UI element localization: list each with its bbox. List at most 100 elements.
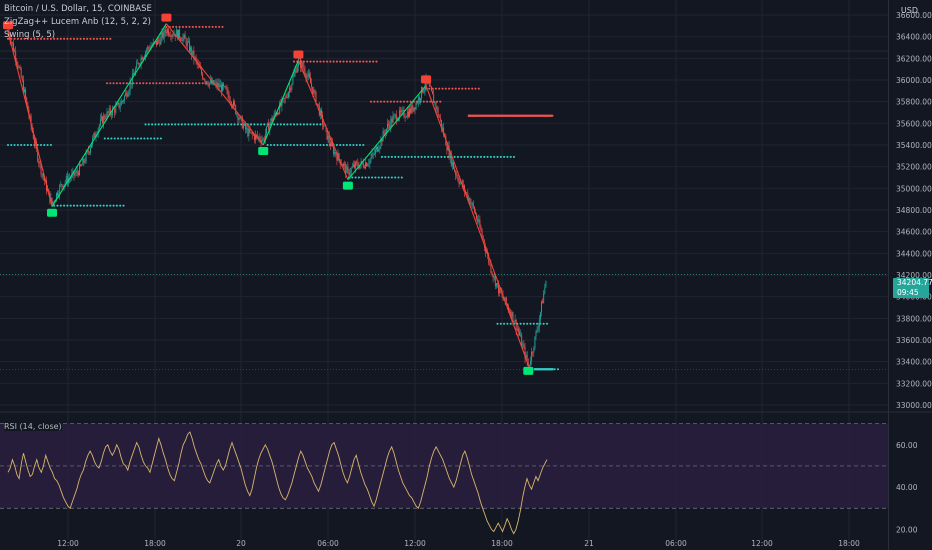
candle-body — [391, 118, 393, 123]
candle-body — [305, 74, 307, 78]
candle-body — [313, 90, 315, 94]
candle-body — [280, 102, 282, 107]
candle-body — [118, 102, 120, 108]
candle-body — [455, 171, 457, 176]
candle-body — [80, 164, 82, 166]
swing-dot — [448, 87, 451, 90]
swing-dot — [122, 204, 125, 207]
time-tick-label: 12:00 — [404, 539, 426, 548]
candle-body — [135, 68, 137, 75]
candle-body — [13, 43, 14, 51]
candle-body — [19, 66, 21, 69]
legend-swing-indicator[interactable]: Swing (5, 5) — [4, 30, 56, 40]
swing-dot — [402, 100, 406, 103]
rsi-tick-label: 40.00 — [896, 483, 918, 492]
candle-body — [488, 254, 490, 263]
candle-body — [521, 334, 523, 346]
candle-body — [216, 82, 218, 87]
candle-body — [234, 101, 236, 106]
candle-body — [190, 47, 192, 52]
swing-dot — [496, 322, 499, 325]
candle-body — [262, 138, 264, 140]
time-axis[interactable]: 12:00 18:00 20 06:00 12:00 18:00 21 06:00 12:00 1… — [57, 539, 860, 548]
candle-body — [478, 219, 480, 222]
swing-dot — [516, 322, 519, 325]
swing-dot — [96, 37, 99, 40]
candle-body — [40, 162, 42, 174]
candle-body — [209, 79, 211, 83]
swing-dot — [49, 143, 52, 147]
candle-body — [394, 114, 396, 116]
candle-body — [509, 310, 511, 313]
candle-body — [220, 84, 222, 92]
swing-dot — [188, 82, 191, 85]
swing-dot — [420, 155, 423, 158]
swing-dot — [167, 123, 170, 126]
swing-dot — [309, 123, 312, 126]
candle-body — [112, 108, 113, 116]
price-tick-label: 34600.00 — [896, 228, 932, 237]
swing-dot — [10, 143, 13, 147]
candle-body — [200, 67, 201, 69]
legend-zigzag-indicator[interactable]: ZigZag++ Lucem Anb (12, 5, 2, 2) — [4, 17, 151, 27]
price-tick-label: 35800.00 — [896, 98, 932, 107]
candle-body — [333, 146, 335, 154]
swing-dot — [99, 37, 102, 40]
swing-dot — [316, 143, 319, 147]
candle-body — [130, 82, 132, 85]
candle-body — [26, 97, 28, 103]
candle-body — [524, 346, 526, 359]
candle-body — [205, 81, 207, 83]
swing-dot — [175, 82, 178, 85]
candle-body — [336, 155, 338, 161]
candle-body — [492, 274, 494, 278]
candle-body — [94, 133, 96, 138]
swing-dot — [86, 37, 89, 40]
candle-body — [388, 123, 390, 125]
candle-body — [528, 364, 530, 367]
swing-dot — [299, 123, 302, 126]
candle-body — [66, 176, 68, 184]
candle-body — [517, 328, 519, 332]
swing-dot — [43, 143, 46, 147]
candle-body — [251, 132, 253, 135]
swing-dot — [250, 123, 253, 126]
time-tick-label: 12:00 — [57, 539, 79, 548]
swing-dot — [479, 155, 483, 158]
candle-body — [499, 287, 501, 294]
candle-body — [450, 152, 452, 166]
candle-body — [140, 57, 142, 65]
rsi-legend[interactable]: RSI (14, close) — [4, 422, 62, 431]
swing-dot — [489, 155, 492, 158]
swing-dot — [23, 37, 26, 40]
swing-dot — [123, 137, 126, 140]
swing-dot — [201, 25, 204, 28]
candle-body — [290, 87, 292, 90]
candle-body — [348, 170, 350, 176]
candle-body — [14, 50, 16, 52]
candle-body — [136, 62, 138, 69]
swing-dot — [292, 60, 296, 63]
time-tick-label: 06:00 — [317, 539, 339, 548]
swing-dot — [302, 60, 305, 63]
candle-body — [236, 113, 238, 115]
candle-body — [187, 41, 189, 43]
candle-body — [428, 83, 430, 87]
price-tick-label: 36200.00 — [896, 54, 932, 63]
price-axis[interactable]: 36600.00 36400.00 36200.00 36000.00 35800.00… — [896, 11, 932, 534]
candle-body — [239, 116, 241, 119]
candle-body — [347, 166, 349, 171]
candle-body — [429, 86, 431, 88]
candle-body — [59, 185, 61, 195]
candle-body — [270, 118, 272, 124]
swing-dot — [351, 176, 354, 179]
candle-body — [504, 297, 506, 301]
legend-symbol[interactable]: Bitcoin / U.S. Dollar, 15, COINBASE — [4, 4, 152, 14]
swing-dot — [198, 25, 201, 28]
candle-body — [273, 112, 275, 118]
candle-body — [541, 301, 542, 313]
candle-body — [27, 102, 29, 110]
candle-body — [514, 319, 516, 323]
candle-body — [33, 138, 35, 144]
